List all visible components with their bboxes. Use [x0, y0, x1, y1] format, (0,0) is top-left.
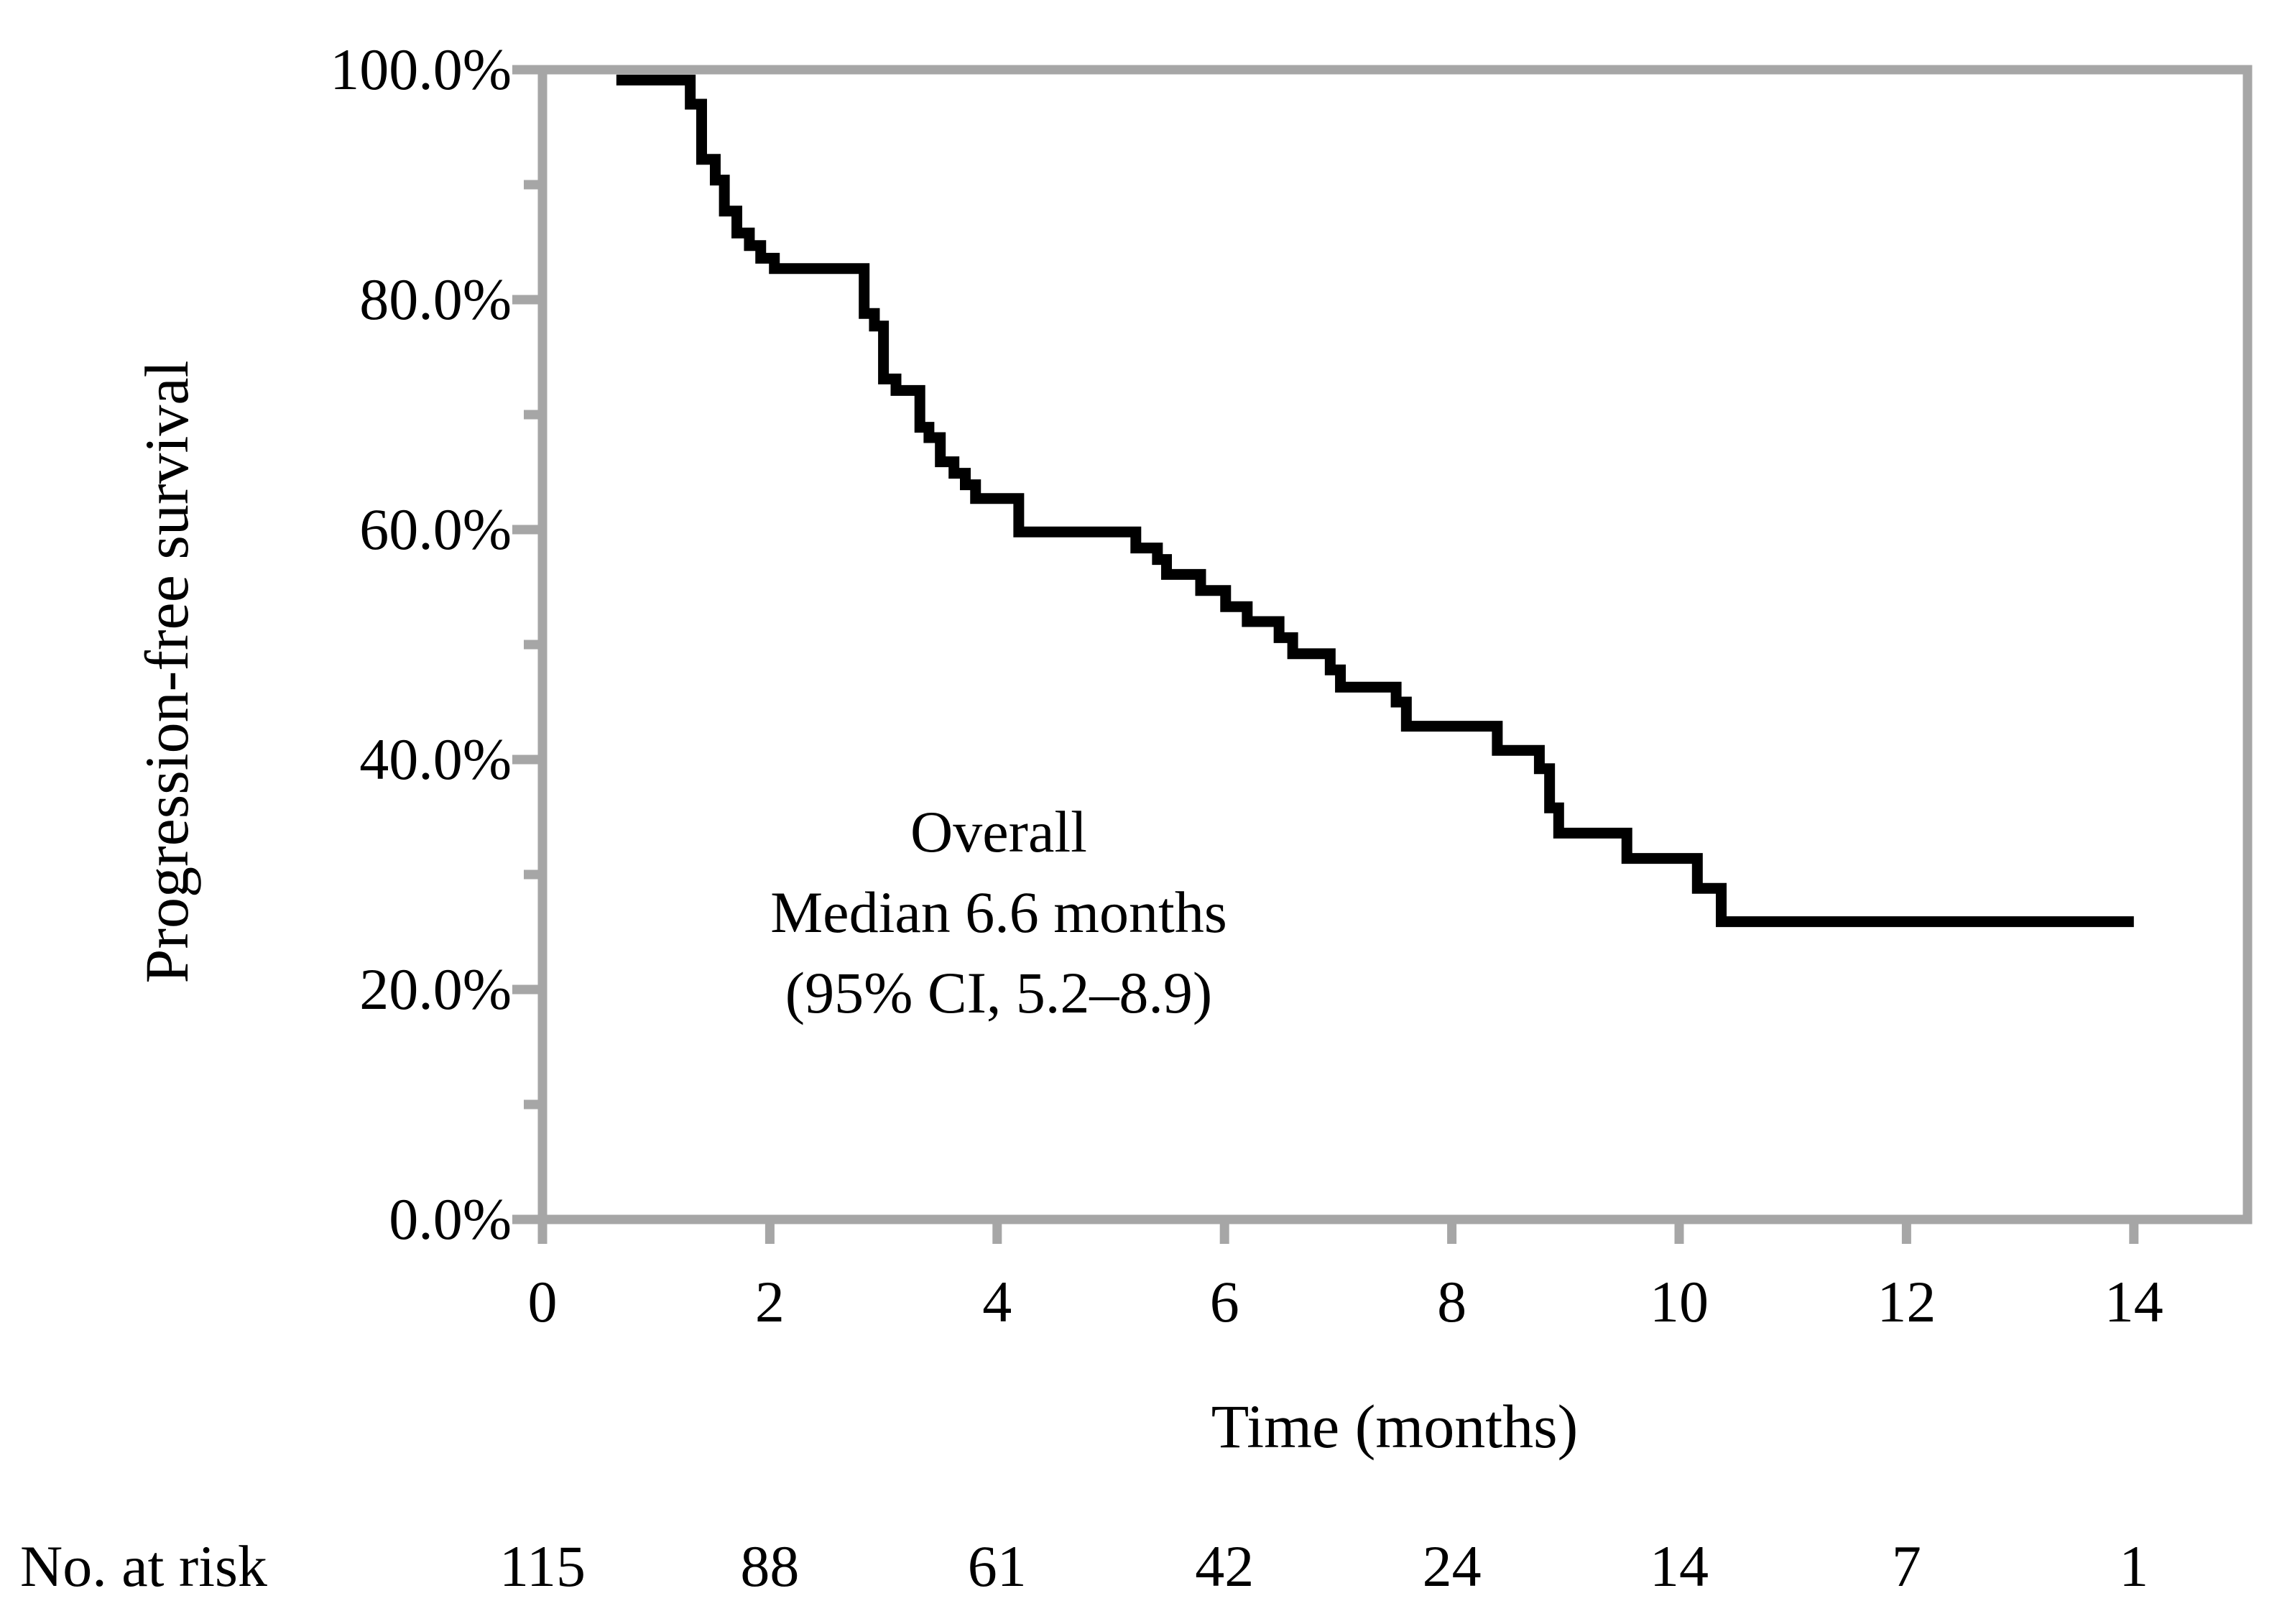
x-axis-title: Time (months)	[1211, 1392, 1579, 1461]
plot-area-border	[537, 65, 2253, 1224]
x-tick-label: 14	[2104, 1269, 2163, 1334]
no-at-risk-label: No. at risk	[20, 1533, 267, 1599]
km-survival-curve	[616, 74, 2134, 928]
no-at-risk-value: 24	[1422, 1533, 1482, 1599]
x-tick-label: 2	[754, 1269, 785, 1334]
annotation-median-value: Median 6.6 months	[770, 880, 1227, 945]
no-at-risk-value: 1	[2119, 1533, 2149, 1599]
y-tick-label: 20.0%	[359, 956, 512, 1022]
no-at-risk-value: 7	[1891, 1533, 1921, 1599]
no-at-risk-value: 42	[1195, 1533, 1255, 1599]
no-at-risk-value: 115	[499, 1533, 586, 1599]
y-tick-label: 60.0%	[359, 497, 512, 562]
x-tick-label: 0	[527, 1269, 558, 1334]
no-at-risk-value: 14	[1650, 1533, 1709, 1599]
x-tick-label: 6	[1209, 1269, 1239, 1334]
x-tick-label: 10	[1650, 1269, 1709, 1334]
y-tick-label: 40.0%	[359, 726, 512, 792]
y-axis-title: Progression-free survival	[132, 360, 201, 984]
axis-tick-marks	[512, 65, 2139, 1244]
annotation-confidence-interval: (95% CI, 5.2–8.9)	[785, 960, 1213, 1025]
no-at-risk-value: 88	[740, 1533, 800, 1599]
x-tick-label: 8	[1437, 1269, 1467, 1334]
median-annotation: Overall Median 6.6 months (95% CI, 5.2–8…	[352, 792, 1645, 1033]
y-tick-label: 0.0%	[389, 1186, 512, 1252]
x-tick-label: 12	[1877, 1269, 1936, 1334]
x-tick-label: 4	[982, 1269, 1012, 1334]
y-tick-label: 80.0%	[359, 267, 512, 332]
y-tick-label: 100.0%	[330, 37, 512, 102]
annotation-group-label: Overall	[910, 799, 1087, 864]
no-at-risk-value: 61	[967, 1533, 1027, 1599]
